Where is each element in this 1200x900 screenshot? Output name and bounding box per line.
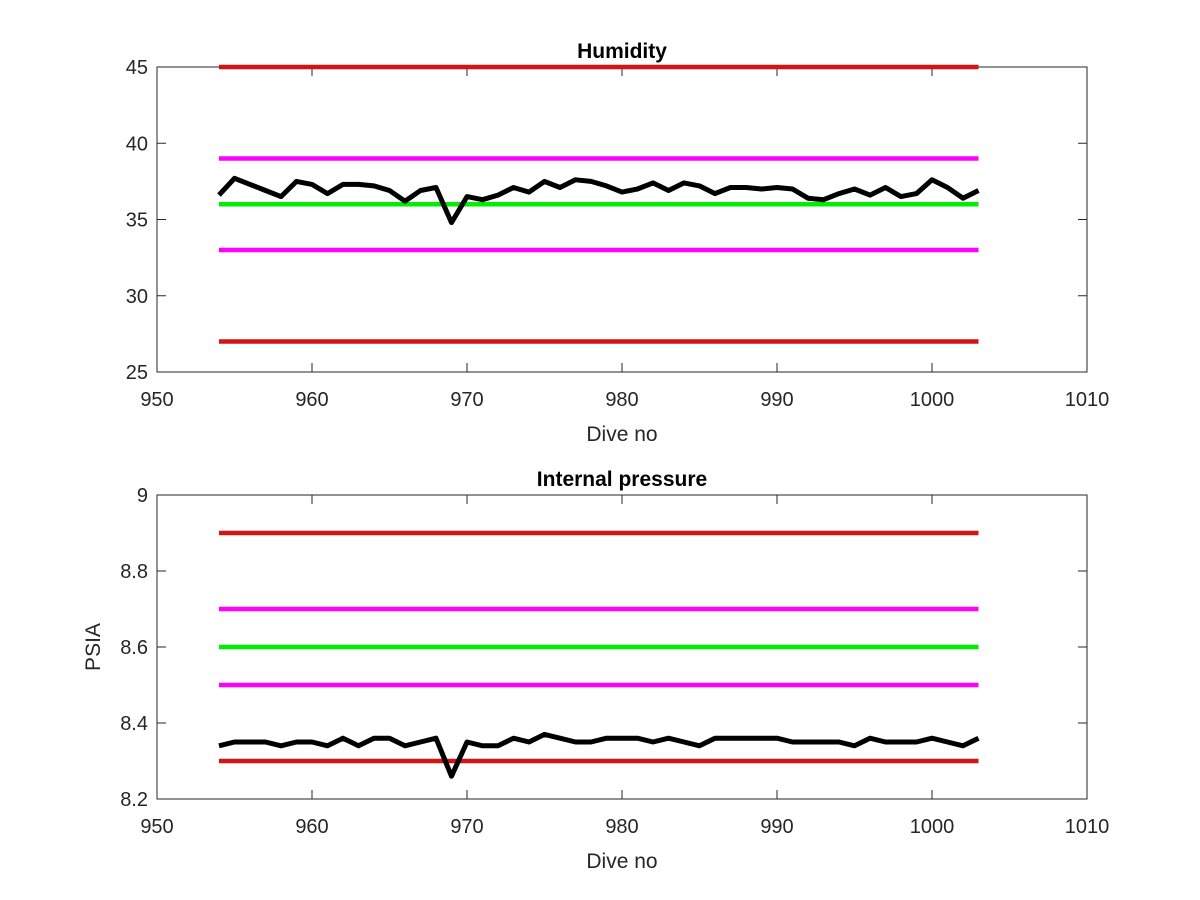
axes-box xyxy=(156,66,1088,373)
y-tick-label: 40 xyxy=(126,133,148,155)
y-tick-label: 9 xyxy=(137,485,148,507)
x-tick-label: 980 xyxy=(605,816,638,838)
x-axis-label: Dive no xyxy=(586,423,657,446)
x-tick-label: 1000 xyxy=(910,389,955,411)
y-tick-label: 35 xyxy=(126,210,148,232)
y-tick-label: 8.2 xyxy=(120,789,148,811)
data-series-line xyxy=(217,175,980,226)
x-tick-label: 970 xyxy=(450,816,483,838)
data-series-line xyxy=(218,731,980,779)
y-axis-label: PSIA xyxy=(82,623,105,671)
x-tick-label: 960 xyxy=(295,816,328,838)
internal-pressure-subplot: 950 960 970 980 990 1000 1010 8.2 8.4 8.6 8.8 9 Inte… xyxy=(82,468,1109,873)
y-tick-label: 8.8 xyxy=(120,561,148,583)
y-tick-label: 8.4 xyxy=(120,713,148,735)
humidity-subplot: 950 960 970 980 990 1000 1010 25 30 35 40 45 Humidit… xyxy=(126,40,1110,446)
x-tick-label: 1010 xyxy=(1065,389,1110,411)
x-tick-label: 950 xyxy=(140,389,173,411)
x-tick-label: 970 xyxy=(450,389,483,411)
chart-title: Internal pressure xyxy=(537,468,707,491)
y-tick-label: 8.6 xyxy=(120,637,148,659)
y-tick-label: 25 xyxy=(126,362,148,384)
chart-title: Humidity xyxy=(577,40,667,63)
x-tick-label: 980 xyxy=(605,389,638,411)
y-tick-label: 45 xyxy=(126,57,148,79)
x-tick-label: 990 xyxy=(760,816,793,838)
y-tick-label: 30 xyxy=(126,286,148,308)
x-tick-label: 960 xyxy=(295,389,328,411)
x-tick-label: 950 xyxy=(140,816,173,838)
x-tick-label: 1000 xyxy=(910,816,955,838)
x-tick-label: 1010 xyxy=(1065,816,1110,838)
x-tick-label: 990 xyxy=(760,389,793,411)
x-axis-label: Dive no xyxy=(586,850,657,873)
